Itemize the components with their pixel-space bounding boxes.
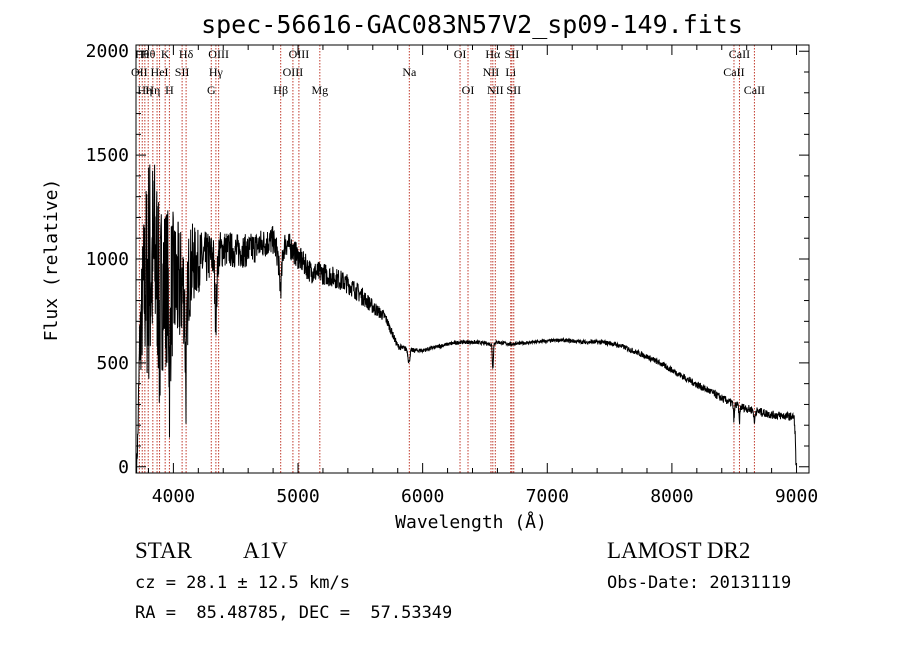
survey-name: LAMOST DR2: [607, 538, 751, 563]
emission-line-markers: [138, 45, 755, 473]
line-marker-label: OI: [462, 83, 475, 97]
plot-frame: [135, 44, 810, 474]
y-tick-label: 1000: [86, 249, 129, 270]
line-marker-label: Hθ: [135, 47, 150, 61]
y-tick-label: 0: [118, 457, 129, 478]
x-tick-label: 8000: [650, 486, 693, 507]
line-marker-label: Hη: [137, 83, 152, 97]
line-marker-label: OIII: [289, 47, 310, 61]
spectrum-series: [136, 164, 797, 474]
x-axis-label: Wavelength (Å): [395, 511, 547, 533]
spectral-subclass: A1V: [243, 538, 288, 563]
line-marker-label: Hδ: [179, 47, 194, 61]
line-marker-label: OIII: [283, 65, 304, 79]
line-marker-label: OII: [131, 65, 148, 79]
line-marker-label: K: [161, 47, 170, 61]
spectrum-line: [136, 164, 797, 474]
x-tick-label: 7000: [526, 486, 569, 507]
line-marker-label: Na: [402, 65, 417, 79]
line-marker-label: OI: [454, 47, 467, 61]
line-marker-label: CaII: [744, 83, 765, 97]
line-marker-label: Hβ: [273, 83, 288, 97]
x-tick-label: 9000: [775, 486, 818, 507]
line-marker-label: SII: [175, 65, 190, 79]
line-marker-label: CaII: [729, 47, 750, 61]
y-tick-label: 500: [96, 353, 129, 374]
line-labels: OIIHθHηHθHηHeIKHSIIHδGHγOIIIHβOIIIOIIIMg…: [131, 47, 765, 97]
line-marker-label: CaII: [723, 65, 744, 79]
line-marker-label: Li: [505, 65, 516, 79]
line-marker-label: Hθ: [141, 47, 156, 61]
line-marker-label: NII: [487, 83, 504, 97]
x-tick-label: 5000: [276, 486, 319, 507]
coordinates-readout: RA = 85.48785, DEC = 57.53349: [135, 603, 453, 623]
line-marker-label: Hγ: [209, 65, 224, 79]
line-marker-label: HeI: [151, 65, 169, 79]
line-marker-label: Hα: [485, 47, 501, 61]
line-marker-label: Hη: [145, 83, 160, 97]
line-marker-label: SII: [506, 83, 521, 97]
y-tick-label: 1500: [86, 145, 129, 166]
redshift-readout: cz = 28.1 ± 12.5 km/s: [135, 573, 350, 593]
y-tick-label: 2000: [86, 41, 129, 62]
x-tick-label: 6000: [401, 486, 444, 507]
line-marker-label: OIII: [208, 47, 229, 61]
line-marker-label: Mg: [311, 83, 328, 97]
object-class: STAR: [135, 538, 192, 563]
observation-date: Obs-Date: 20131119: [607, 573, 792, 593]
y-axis-label: Flux (relative): [41, 179, 62, 342]
line-marker-label: SII: [505, 47, 520, 61]
x-tick-label: 4000: [152, 486, 195, 507]
line-marker-label: G: [207, 83, 216, 97]
line-marker-label: H: [165, 83, 174, 97]
tick-labels: 4000 5000 6000 7000 8000 9000 0 500 1000 1500 2000: [86, 41, 819, 507]
line-marker-label: NII: [483, 65, 500, 79]
plot-axes: [135, 44, 810, 474]
chart-title: spec-56616-GAC083N57V2_sp09-149.fits: [201, 10, 743, 39]
